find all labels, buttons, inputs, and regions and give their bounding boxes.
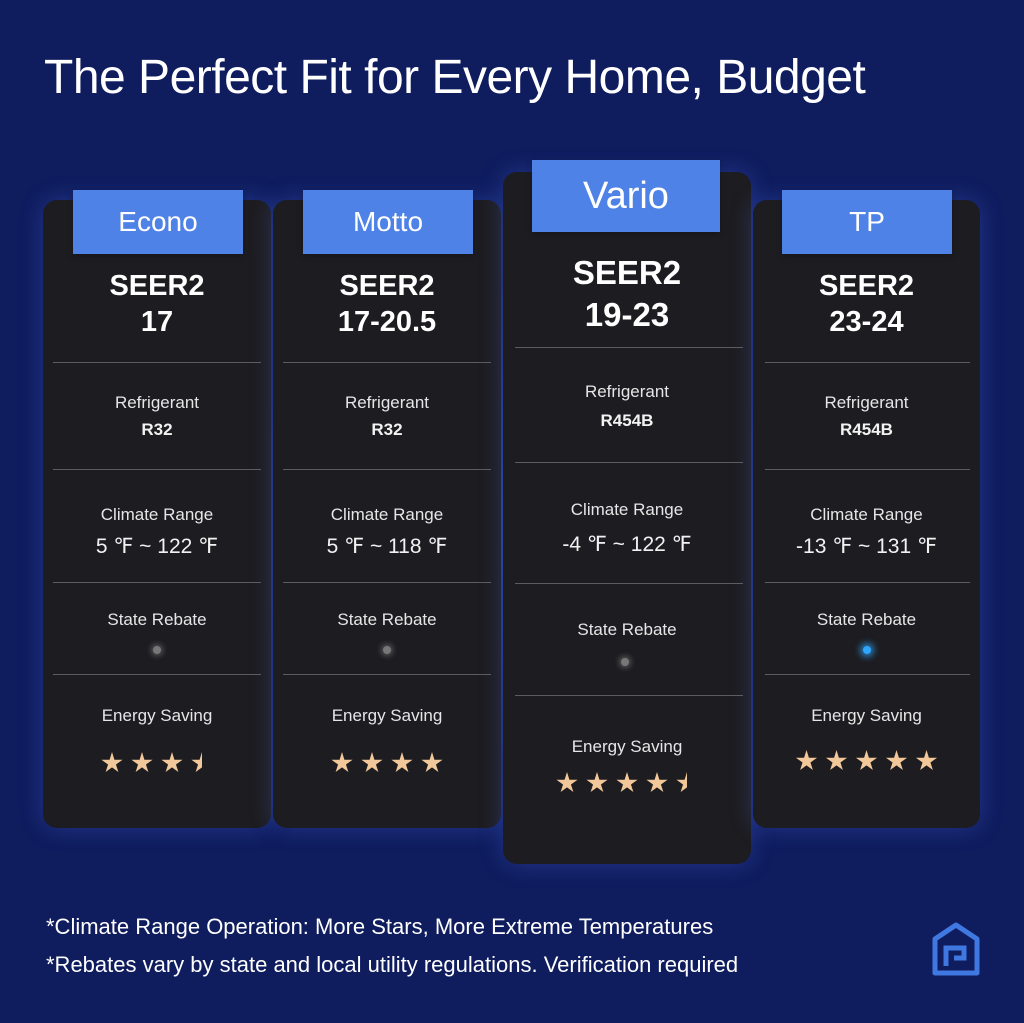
refrigerant-label: Refrigerant (824, 393, 909, 412)
product-card-econo: Econo SEER2 17 Refrigerant R32 Climate R… (43, 190, 271, 828)
star-icon (101, 752, 123, 773)
refrigerant-value: R454B (840, 420, 893, 439)
page-title: The Perfect Fit for Every Home, Budget (44, 51, 866, 104)
rebate-indicator-dot (863, 646, 871, 654)
product-card-motto: Motto SEER2 17-20.5 Refrigerant R32 Clim… (273, 190, 501, 828)
seer-label: SEER2 (818, 270, 915, 302)
climate-range-label: Climate Range (570, 500, 684, 519)
climate-range-label: Climate Range (100, 505, 214, 524)
divider (283, 469, 491, 470)
product-card-tp: TP SEER2 23-24 Refrigerant R454B Climate… (753, 190, 980, 828)
star-icon (161, 752, 183, 773)
rebate-indicator-dot (383, 646, 391, 654)
star-icon (331, 752, 353, 773)
refrigerant-value: R454B (600, 411, 654, 430)
refrigerant-value: R32 (371, 420, 403, 439)
divider (53, 674, 261, 675)
divider (53, 582, 261, 583)
star-icon (586, 772, 608, 793)
energy-rating-stars (753, 750, 980, 777)
seer-value: 23-24 (829, 306, 904, 338)
star-icon (915, 750, 938, 771)
state-rebate-label: State Rebate (577, 620, 677, 639)
climate-range-label: Climate Range (330, 505, 444, 524)
product-tab: Vario (532, 160, 720, 232)
seer-value: 17 (140, 306, 174, 338)
divider (283, 674, 491, 675)
divider (765, 469, 970, 470)
energy-saving-label: Energy Saving (101, 706, 213, 725)
star-icon (421, 752, 443, 773)
house-logo-icon (932, 922, 980, 976)
star-icon (825, 750, 848, 771)
footnote-climate-range: *Climate Range Operation: More Stars, Mo… (46, 914, 714, 939)
star-icon (616, 772, 638, 793)
divider (515, 462, 743, 463)
seer-label: SEER2 (572, 254, 682, 291)
state-rebate-label: State Rebate (816, 610, 917, 629)
product-tab: Econo (73, 190, 243, 254)
product-tab: TP (782, 190, 952, 254)
divider (283, 582, 491, 583)
energy-rating-stars (273, 752, 501, 779)
star-icon (391, 752, 413, 773)
product-name: Econo (118, 206, 198, 237)
energy-rating-stars (43, 752, 271, 779)
energy-rating-stars (503, 772, 751, 799)
refrigerant-label: Refrigerant (344, 393, 430, 412)
footnote-rebates: *Rebates vary by state and local utility… (46, 952, 739, 977)
state-rebate-label: State Rebate (337, 610, 437, 629)
divider (283, 362, 491, 363)
refrigerant-value: R32 (141, 420, 173, 439)
star-icon (795, 750, 818, 771)
divider (515, 583, 743, 584)
rebate-indicator-dot (621, 658, 629, 666)
divider (765, 674, 970, 675)
energy-saving-label: Energy Saving (331, 706, 443, 725)
star-icon (361, 752, 383, 773)
star-icon (556, 772, 578, 793)
half-star-icon (191, 752, 213, 773)
product-name: Motto (352, 206, 424, 237)
divider (515, 347, 743, 348)
climate-range-value: -4 ℉ ~ 122 ℉ (562, 533, 692, 556)
divider (515, 695, 743, 696)
refrigerant-label: Refrigerant (584, 382, 670, 401)
star-icon (646, 772, 668, 793)
half-star-icon (676, 772, 698, 793)
divider (53, 362, 261, 363)
star-icon (885, 750, 908, 771)
star-icon (855, 750, 878, 771)
star-icon (131, 752, 153, 773)
energy-saving-label: Energy Saving (571, 737, 683, 756)
refrigerant-label: Refrigerant (114, 393, 200, 412)
product-name: TP (849, 206, 885, 237)
energy-saving-label: Energy Saving (811, 706, 922, 725)
state-rebate-label: State Rebate (107, 610, 207, 629)
climate-range-value: -13 ℉ ~ 131 ℉ (796, 535, 937, 558)
climate-range-value: 5 ℉ ~ 118 ℉ (326, 535, 448, 558)
seer-label: SEER2 (109, 270, 205, 302)
seer-label: SEER2 (339, 270, 435, 302)
divider (765, 582, 970, 583)
seer-value: 17-20.5 (337, 306, 437, 338)
climate-range-value: 5 ℉ ~ 122 ℉ (95, 535, 219, 558)
climate-range-label: Climate Range (810, 505, 923, 524)
product-name: Vario (583, 175, 669, 217)
seer-value: 19-23 (584, 296, 670, 333)
product-tab: Motto (303, 190, 473, 254)
divider (765, 362, 970, 363)
rebate-indicator-dot (153, 646, 161, 654)
product-card-vario: Vario SEER2 19-23 Refrigerant R454B Clim… (503, 160, 751, 864)
divider (53, 469, 261, 470)
